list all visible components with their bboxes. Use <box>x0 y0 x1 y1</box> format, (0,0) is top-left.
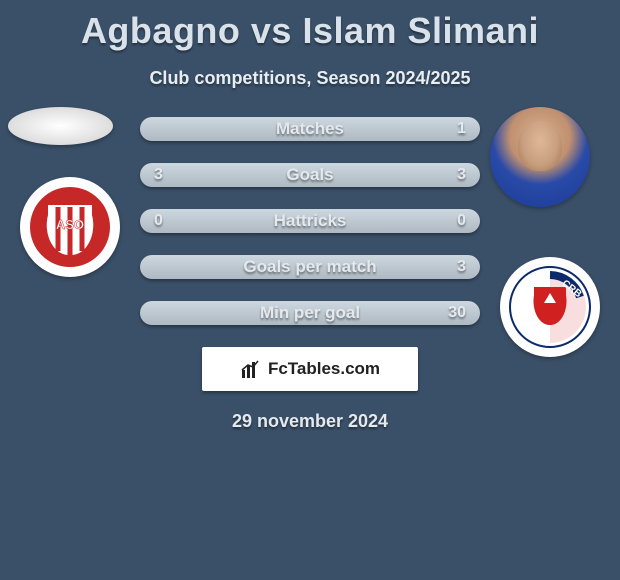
stat-value-p2: 3 <box>446 258 466 276</box>
club2-crest-icon: CRB <box>508 265 592 349</box>
source-badge: FcTables.com <box>202 347 418 391</box>
stat-value-p2: 3 <box>446 166 466 184</box>
date-label: 29 november 2024 <box>0 411 620 432</box>
player2-avatar <box>490 107 590 207</box>
stat-value-p2: 0 <box>446 212 466 230</box>
club1-badge-text: ASO <box>56 217 84 232</box>
stat-label: Hattricks <box>140 211 480 231</box>
club1-crest-icon: ASO <box>28 185 112 269</box>
stat-row: Min per goal 30 <box>140 301 480 325</box>
stat-row: Goals per match 3 <box>140 255 480 279</box>
player2-club-badge: CRB <box>500 257 600 357</box>
stat-row: 3 Goals 3 <box>140 163 480 187</box>
chart-icon <box>240 358 262 380</box>
source-text: FcTables.com <box>268 359 380 379</box>
stat-row: 0 Hattricks 0 <box>140 209 480 233</box>
stat-label: Goals per match <box>140 257 480 277</box>
player1-avatar <box>8 107 113 145</box>
stat-label: Min per goal <box>140 303 480 323</box>
player1-club-badge: ASO <box>20 177 120 277</box>
stat-value-p1: 0 <box>154 212 174 230</box>
page-title: Agbagno vs Islam Slimani <box>0 0 620 52</box>
comparison-panel: ASO CRB Matches 1 3 Goals 3 0 Hattricks … <box>0 117 620 432</box>
stat-value-p2: 1 <box>446 120 466 138</box>
subtitle: Club competitions, Season 2024/2025 <box>0 68 620 89</box>
stat-label: Goals <box>140 165 480 185</box>
stat-row: Matches 1 <box>140 117 480 141</box>
stat-bars: Matches 1 3 Goals 3 0 Hattricks 0 Goals … <box>140 117 480 325</box>
stat-value-p1: 3 <box>154 166 174 184</box>
stat-value-p2: 30 <box>446 304 466 322</box>
stat-label: Matches <box>140 119 480 139</box>
